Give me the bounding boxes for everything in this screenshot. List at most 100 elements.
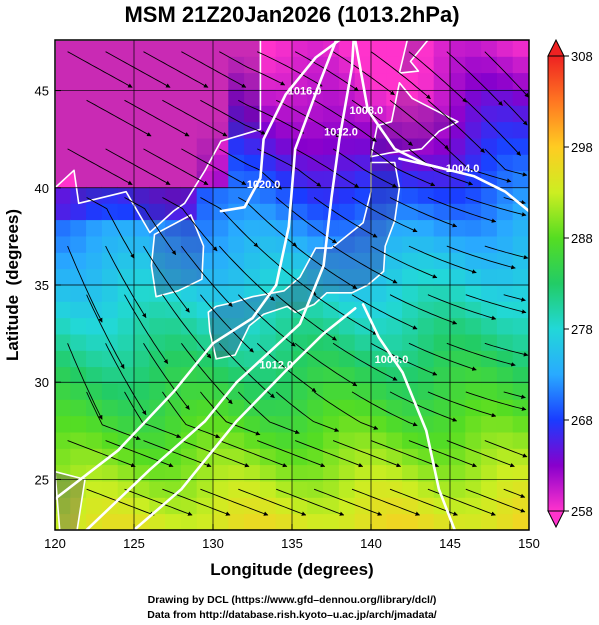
field-cell xyxy=(244,153,261,172)
field-cell xyxy=(55,431,72,449)
field-cell xyxy=(354,513,372,530)
field-cell xyxy=(117,121,135,139)
field-cell xyxy=(370,55,388,74)
field-cell xyxy=(512,333,529,351)
field-cell xyxy=(291,284,309,302)
field-cell xyxy=(496,55,514,74)
field-cell xyxy=(133,235,151,253)
field-cell xyxy=(275,398,293,417)
field-cell xyxy=(101,153,119,172)
field-cell xyxy=(512,513,529,530)
streamline xyxy=(257,440,326,468)
field-cell xyxy=(323,464,340,482)
field-cell xyxy=(465,121,483,139)
x-tick-label: 130 xyxy=(202,536,224,551)
field-cell xyxy=(512,480,529,498)
field-cell xyxy=(433,447,451,466)
field-cell xyxy=(386,317,404,335)
streamline xyxy=(313,197,378,238)
streamline xyxy=(408,440,477,468)
field-cell xyxy=(117,366,135,384)
field-cell xyxy=(86,480,103,498)
field-cell xyxy=(512,235,529,253)
colorbar-tick-label: 278 xyxy=(571,322,593,337)
streamline xyxy=(351,99,413,146)
streamline xyxy=(86,99,152,137)
y-tick-label: 45 xyxy=(35,84,49,99)
field-cell xyxy=(512,153,529,172)
field-cell xyxy=(449,153,467,172)
field-cell xyxy=(101,366,119,384)
field-cell xyxy=(101,137,119,155)
field-cell xyxy=(259,55,277,74)
field-cell xyxy=(291,88,309,106)
field-cell xyxy=(55,415,72,433)
field-cell xyxy=(149,40,167,57)
field-cell xyxy=(354,251,372,270)
x-tick-label: 120 xyxy=(44,536,66,551)
y-axis-title: Latitude (degrees) xyxy=(3,209,22,361)
field-cell xyxy=(481,104,498,123)
field-cell xyxy=(180,235,198,253)
field-cell xyxy=(481,464,498,482)
streamline xyxy=(143,440,212,468)
field-cell xyxy=(291,219,309,237)
field-cell xyxy=(259,202,277,221)
streamline xyxy=(124,488,193,516)
coastline xyxy=(207,161,401,360)
field-cell xyxy=(180,251,198,270)
x-tick-label: 135 xyxy=(281,536,303,551)
field-cell xyxy=(417,202,435,221)
field-cell xyxy=(417,513,435,530)
field-cell xyxy=(291,480,309,498)
field-cell xyxy=(101,464,119,482)
field-cell xyxy=(165,137,182,155)
field-cell xyxy=(386,55,404,74)
field-cell xyxy=(228,480,246,498)
field-cell xyxy=(338,137,356,155)
field-cell xyxy=(291,72,309,90)
streamline xyxy=(200,99,266,135)
streamline xyxy=(446,440,515,468)
streamline xyxy=(427,391,497,418)
field-cell xyxy=(212,333,230,351)
field-cell xyxy=(402,219,419,237)
field-cell xyxy=(323,431,340,449)
field-cell xyxy=(481,513,498,530)
field-cell xyxy=(101,480,119,498)
field-cell xyxy=(433,268,451,286)
streamline xyxy=(332,440,402,468)
field-cell xyxy=(496,480,514,498)
field-cell xyxy=(512,104,529,123)
field-cell xyxy=(465,88,483,106)
field-cell xyxy=(449,496,467,515)
field-cell xyxy=(165,268,182,286)
field-cell xyxy=(133,268,151,286)
field-cell xyxy=(212,186,230,204)
field-cell xyxy=(86,300,103,319)
field-cell xyxy=(149,284,167,302)
field-cell xyxy=(149,464,167,482)
land-area xyxy=(55,40,261,233)
field-cell xyxy=(228,40,246,57)
field-cell xyxy=(55,88,72,106)
field-cell xyxy=(496,40,514,57)
field-cell xyxy=(55,464,72,482)
field-cell xyxy=(417,235,435,253)
field-cell xyxy=(165,88,182,106)
field-cell xyxy=(354,317,372,335)
field-cell xyxy=(275,121,293,139)
field-cell xyxy=(449,72,467,90)
field-cell xyxy=(86,104,103,123)
field-cell xyxy=(149,415,167,433)
field-cell xyxy=(133,186,151,204)
field-cell xyxy=(481,202,498,221)
field-cell xyxy=(402,121,419,139)
field-cell xyxy=(354,464,372,482)
field-cell xyxy=(465,186,483,204)
field-cell xyxy=(149,382,167,400)
field-cell xyxy=(165,317,182,335)
field-cell xyxy=(307,496,325,515)
field-cell xyxy=(354,186,372,204)
field-cell xyxy=(402,447,419,466)
